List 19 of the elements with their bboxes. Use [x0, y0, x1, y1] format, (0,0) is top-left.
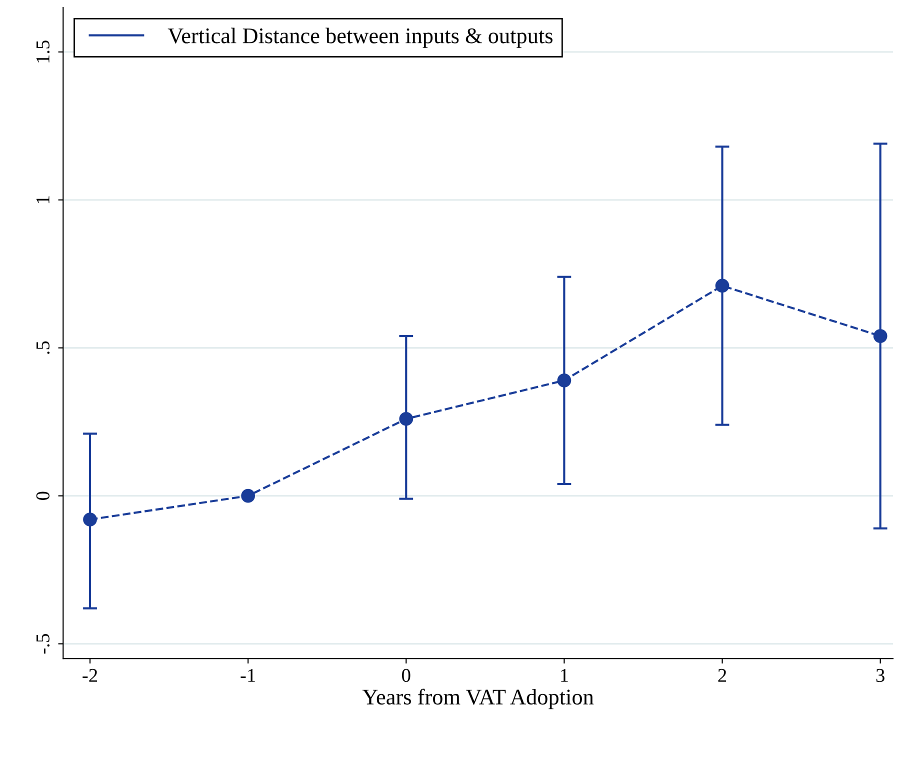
point: [873, 329, 888, 343]
x-tick-label: 1: [561, 668, 568, 682]
legend-label: Vertical Distance between inputs & outputs: [168, 28, 552, 48]
x-axis-title: Years from VAT Adoption: [362, 688, 594, 710]
point: [399, 412, 414, 426]
point: [715, 278, 730, 293]
point: [83, 512, 97, 526]
y-tick-label: -.5: [36, 634, 50, 654]
y-tick-label: .5: [36, 341, 50, 354]
y-tick-label: 0: [36, 492, 50, 500]
point: [241, 488, 256, 503]
x-tick-label: -1: [240, 668, 256, 682]
x-tick-label: 2: [718, 668, 726, 682]
x-tick-label: 3: [876, 668, 884, 682]
y-tick-label: 1: [36, 196, 50, 204]
point: [557, 373, 572, 388]
y-tick-label: 1.5: [36, 40, 50, 62]
x-tick-label: 0: [402, 668, 410, 682]
x-tick-label: -2: [82, 668, 98, 682]
